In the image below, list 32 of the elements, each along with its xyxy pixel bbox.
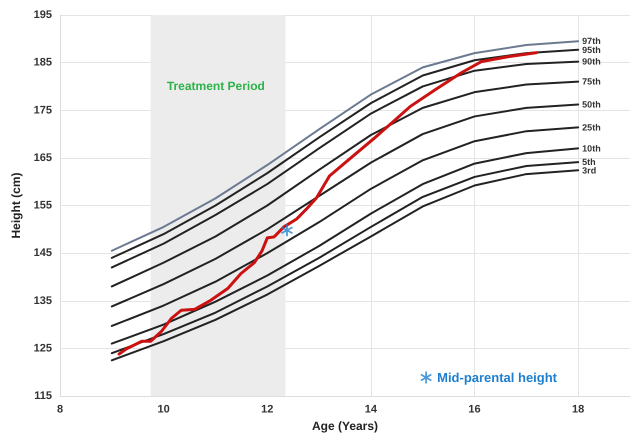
x-tick-label: 16: [468, 404, 481, 416]
x-axis-title: Age (Years): [312, 419, 378, 433]
x-tick-label: 14: [364, 404, 378, 416]
series-label: 95th: [582, 44, 601, 55]
y-tick-label: 135: [34, 294, 52, 307]
series-label: 5th: [582, 157, 596, 168]
x-tick-label: 8: [56, 404, 64, 416]
y-tick-label: 145: [34, 247, 52, 260]
series-label: 10th: [582, 143, 601, 154]
y-tick-label: 125: [34, 342, 52, 354]
series-label: 97th: [582, 36, 601, 46]
y-tick-label: 175: [34, 104, 52, 116]
y-tick-label: 185: [34, 56, 52, 69]
y-axis-title: Height (cm): [9, 172, 23, 238]
y-tick-label: 195: [34, 9, 52, 21]
x-tick-label: 10: [158, 404, 170, 416]
series-label: 90th: [582, 56, 601, 67]
line-series: [118, 51, 538, 356]
y-tick-label: 165: [34, 152, 52, 164]
legend-label: Mid-parental height: [437, 370, 558, 385]
series-label: 75th: [582, 76, 601, 87]
y-tick-label: 115: [34, 390, 52, 402]
band-label: Treatment Period: [166, 78, 265, 93]
series-label: 3rd: [582, 165, 596, 176]
x-tick-label: 12: [261, 404, 274, 416]
line-series: [110, 80, 580, 288]
y-tick-label: 155: [34, 200, 52, 212]
series-label: 50th: [582, 100, 601, 110]
x-tick-label: 18: [572, 404, 584, 416]
series-label: 25th: [582, 122, 601, 132]
line-series: [110, 126, 580, 327]
line-series: [110, 104, 580, 308]
